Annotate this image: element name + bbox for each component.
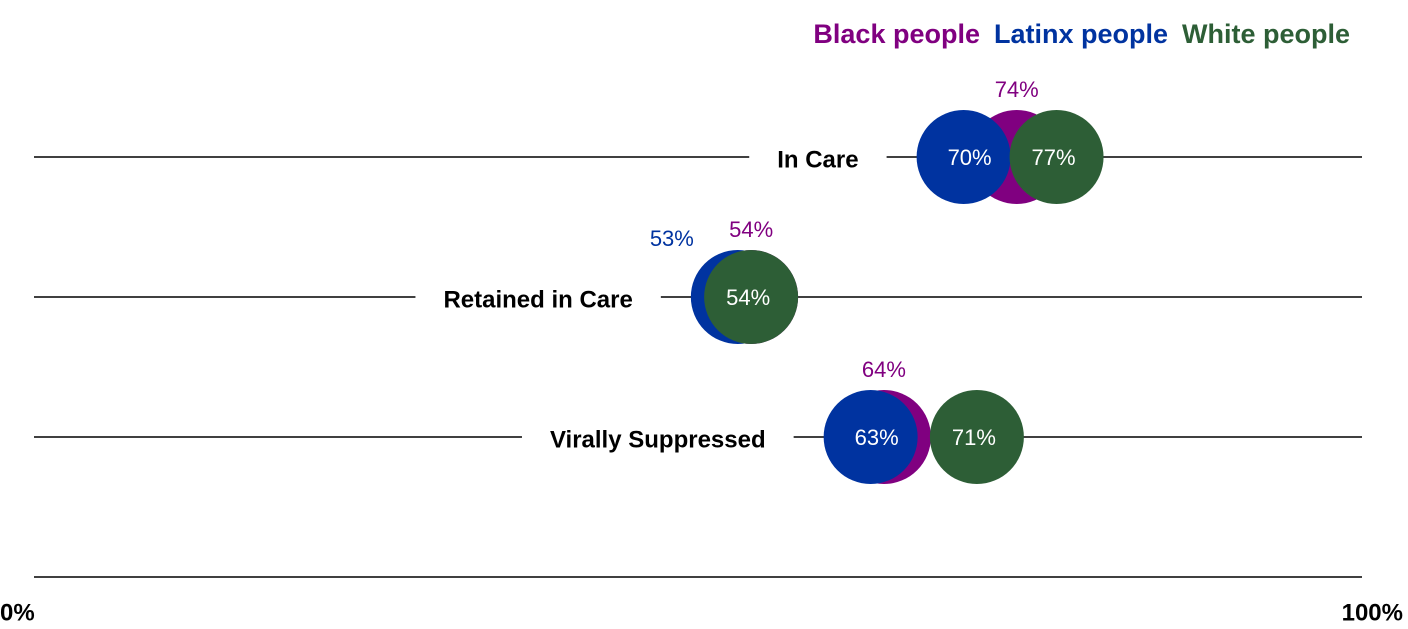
data-label: 63% — [855, 425, 899, 450]
legend-label: Latinx people — [994, 19, 1168, 49]
label-bg — [521, 422, 794, 452]
legend-label: Black people — [813, 19, 980, 49]
category-label: Retained in Care — [443, 286, 632, 313]
data-label: 70% — [948, 145, 992, 170]
data-label: 64% — [862, 357, 906, 382]
data-label: 77% — [1032, 145, 1076, 170]
x-tick-label: 100% — [1342, 599, 1403, 626]
dot — [916, 110, 1011, 204]
category-label: In Care — [777, 146, 858, 173]
dot — [704, 250, 799, 344]
legend-label: White people — [1182, 19, 1350, 49]
data-label: 54% — [729, 217, 773, 242]
dot — [929, 390, 1024, 484]
data-label: 53% — [650, 226, 694, 251]
label-bg — [415, 282, 661, 312]
dot — [823, 390, 918, 484]
data-label: 54% — [726, 285, 770, 310]
label-bg — [749, 142, 887, 172]
category-label: Virally Suppressed — [550, 426, 766, 453]
dot — [1009, 110, 1104, 204]
data-label: 71% — [952, 425, 996, 450]
data-label: 74% — [995, 77, 1039, 102]
x-tick-label: 0% — [0, 599, 35, 626]
